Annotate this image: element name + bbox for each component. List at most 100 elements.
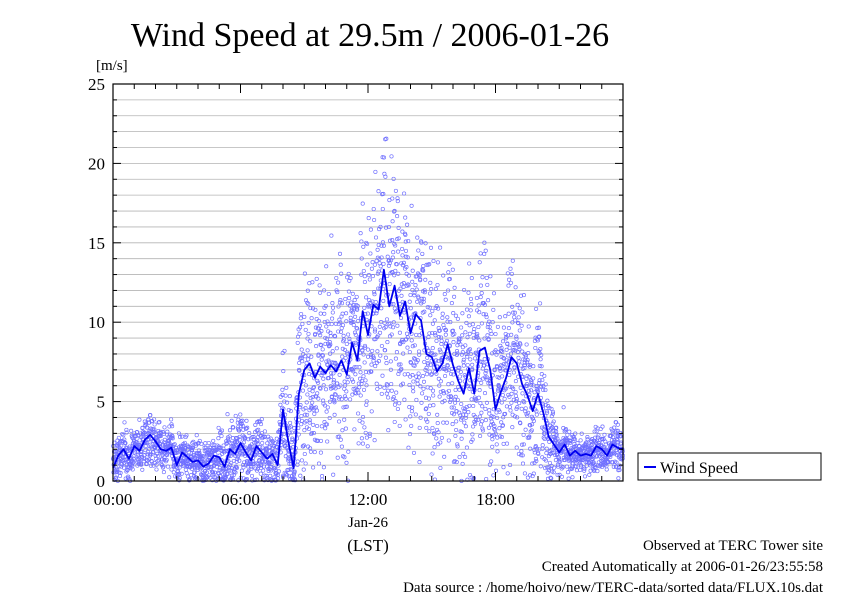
data-point [589, 461, 594, 466]
data-point [240, 418, 245, 423]
data-point [594, 454, 599, 459]
data-point [451, 311, 456, 316]
data-point [505, 342, 510, 347]
data-point [509, 391, 514, 396]
data-point [396, 362, 401, 367]
data-point [517, 401, 522, 406]
data-point [476, 417, 481, 422]
data-point [410, 287, 415, 293]
data-point [165, 464, 170, 469]
data-point [446, 288, 451, 293]
data-point [319, 424, 324, 429]
data-point [445, 363, 450, 368]
data-point [610, 460, 615, 465]
data-point [378, 353, 383, 358]
data-point [131, 456, 136, 461]
data-point [523, 406, 528, 411]
data-point [130, 467, 135, 472]
data-point [401, 281, 406, 286]
data-point [268, 473, 273, 478]
data-point [568, 467, 573, 472]
data-point [461, 363, 466, 368]
data-point [260, 440, 265, 446]
data-point [476, 324, 481, 330]
data-point [429, 287, 434, 292]
data-point [258, 471, 263, 476]
data-point [124, 427, 129, 432]
data-point [343, 296, 348, 302]
data-point [409, 315, 414, 320]
data-point [389, 332, 394, 337]
data-point [375, 247, 380, 252]
data-point [463, 424, 468, 429]
data-point [251, 437, 256, 442]
data-point [356, 390, 361, 395]
data-point [572, 437, 577, 442]
data-point [359, 239, 364, 244]
data-point [510, 412, 515, 417]
data-point [227, 434, 232, 439]
data-point [251, 434, 256, 439]
data-point [370, 274, 375, 279]
data-point [449, 405, 454, 410]
data-point [338, 298, 343, 303]
data-point [457, 455, 462, 460]
data-point [330, 349, 335, 354]
data-point [233, 413, 238, 418]
data-point [565, 470, 571, 475]
data-point [491, 473, 496, 478]
data-point [407, 405, 412, 410]
data-point [427, 403, 433, 408]
data-point [324, 422, 329, 427]
data-point [571, 435, 577, 440]
data-point [131, 454, 136, 459]
data-point [529, 428, 534, 433]
data-point [467, 331, 472, 336]
x-tick-label: 12:00 [349, 490, 388, 509]
data-point [225, 412, 230, 417]
data-point [444, 420, 449, 425]
data-point [528, 388, 534, 393]
data-point [466, 410, 471, 415]
data-point [246, 468, 251, 473]
data-point [346, 271, 351, 276]
data-point [486, 336, 491, 341]
data-point [406, 283, 411, 288]
data-point [244, 418, 249, 423]
data-point [614, 464, 619, 469]
data-point [428, 386, 433, 391]
data-point [425, 419, 430, 424]
data-point [498, 368, 503, 373]
data-point [497, 315, 502, 320]
data-point [520, 349, 525, 354]
data-point [379, 306, 384, 311]
data-point [414, 256, 420, 261]
data-point [451, 459, 456, 465]
data-point [256, 427, 261, 432]
y-tick-label: 15 [88, 234, 105, 253]
data-point [520, 442, 525, 447]
data-point [468, 296, 474, 301]
data-point [560, 465, 565, 470]
data-point [555, 436, 560, 441]
data-point [615, 422, 620, 427]
data-point [203, 445, 208, 450]
data-point [436, 306, 441, 311]
data-point [437, 347, 442, 352]
data-point [305, 412, 310, 417]
data-point [463, 330, 468, 335]
data-point [492, 423, 497, 429]
data-point [378, 224, 383, 229]
data-point [530, 422, 535, 427]
data-point [618, 434, 623, 439]
data-point [179, 471, 184, 476]
data-point [467, 261, 472, 266]
data-point [348, 397, 353, 402]
data-point [433, 331, 438, 336]
data-point [419, 296, 424, 301]
data-point [191, 439, 196, 444]
data-point [374, 381, 379, 386]
data-point [241, 465, 246, 470]
data-point [468, 351, 473, 357]
data-point [465, 362, 470, 368]
